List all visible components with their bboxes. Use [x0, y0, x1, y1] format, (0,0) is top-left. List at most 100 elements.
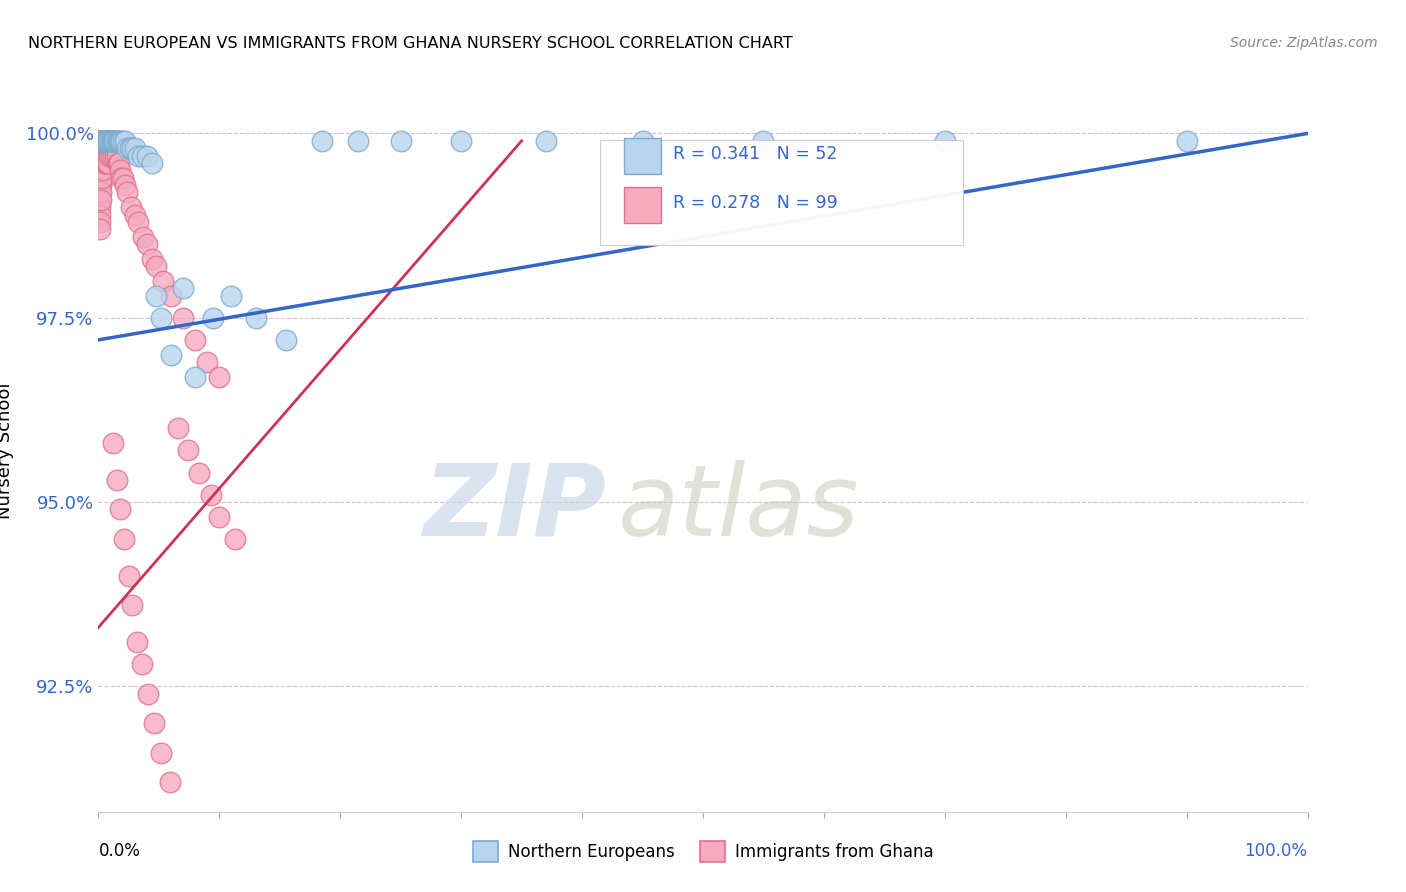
Text: NORTHERN EUROPEAN VS IMMIGRANTS FROM GHANA NURSERY SCHOOL CORRELATION CHART: NORTHERN EUROPEAN VS IMMIGRANTS FROM GHA…	[28, 36, 793, 51]
FancyBboxPatch shape	[600, 140, 963, 244]
Point	[187, 466, 209, 480]
Point	[93, 141, 115, 155]
Point	[105, 134, 128, 148]
Point	[121, 599, 143, 613]
Point	[132, 229, 155, 244]
Point	[89, 193, 111, 207]
Point	[177, 443, 200, 458]
Point	[90, 186, 112, 200]
Point	[91, 134, 114, 148]
Text: 100.0%: 100.0%	[1244, 842, 1308, 860]
Point	[94, 148, 117, 162]
Point	[184, 369, 207, 384]
Point	[120, 200, 142, 214]
Point	[91, 134, 114, 148]
Point	[89, 163, 111, 178]
Point	[91, 134, 114, 148]
Point	[90, 193, 112, 207]
Point	[131, 148, 153, 162]
Point	[112, 532, 135, 546]
Point	[131, 657, 153, 672]
Point	[224, 532, 246, 546]
Point	[534, 134, 557, 148]
Text: ZIP: ZIP	[423, 459, 606, 557]
Point	[91, 170, 114, 185]
Point	[90, 148, 112, 162]
Point	[117, 186, 139, 200]
Point	[145, 259, 167, 273]
Point	[94, 156, 117, 170]
Point	[124, 208, 146, 222]
Point	[90, 163, 112, 178]
Point	[101, 134, 124, 148]
Point	[101, 134, 124, 148]
Point	[100, 134, 122, 148]
Point	[136, 687, 159, 701]
Point	[94, 134, 117, 148]
Point	[450, 134, 472, 148]
Text: R = 0.278   N = 99: R = 0.278 N = 99	[672, 194, 838, 212]
Point	[89, 215, 111, 229]
Point	[631, 134, 654, 148]
Point	[103, 134, 125, 148]
Point	[89, 134, 111, 148]
Point	[934, 134, 956, 148]
Point	[96, 141, 118, 155]
Point	[89, 178, 111, 192]
Point	[91, 134, 114, 148]
Text: Source: ZipAtlas.com: Source: ZipAtlas.com	[1230, 36, 1378, 50]
Point	[118, 141, 141, 155]
Point	[90, 134, 112, 148]
Point	[89, 141, 111, 155]
Point	[141, 252, 163, 266]
Point	[100, 134, 122, 148]
Point	[1175, 134, 1198, 148]
Point	[89, 170, 111, 185]
Point	[90, 156, 112, 170]
Point	[100, 134, 122, 148]
Point	[141, 156, 163, 170]
Point	[89, 141, 111, 155]
Point	[91, 134, 114, 148]
Point	[108, 502, 131, 516]
Point	[752, 134, 775, 148]
Point	[96, 156, 118, 170]
Point	[160, 288, 183, 302]
Point	[311, 134, 333, 148]
Text: R = 0.341   N = 52: R = 0.341 N = 52	[672, 145, 837, 163]
Point	[104, 134, 127, 148]
Point	[91, 156, 114, 170]
Point	[90, 178, 112, 192]
Point	[93, 134, 115, 148]
Point	[91, 156, 114, 170]
Point	[96, 134, 118, 148]
Point	[91, 141, 114, 155]
Point	[107, 156, 129, 170]
Point	[90, 170, 112, 185]
Point	[127, 215, 149, 229]
Point	[90, 134, 112, 148]
Point	[389, 134, 412, 148]
Point	[347, 134, 370, 148]
Point	[124, 141, 146, 155]
Point	[101, 148, 124, 162]
Point	[91, 134, 114, 148]
Point	[108, 134, 131, 148]
Point	[97, 134, 120, 148]
Point	[89, 208, 111, 222]
Point	[121, 141, 143, 155]
Point	[245, 310, 267, 325]
Point	[202, 310, 225, 325]
Point	[90, 134, 112, 148]
Point	[94, 134, 117, 148]
Point	[97, 134, 120, 148]
Point	[114, 134, 136, 148]
Point	[100, 134, 122, 148]
Point	[89, 134, 111, 148]
Point	[172, 310, 194, 325]
Point	[89, 134, 111, 148]
Point	[104, 148, 127, 162]
Point	[118, 569, 141, 583]
Point	[105, 148, 128, 162]
Point	[93, 148, 115, 162]
